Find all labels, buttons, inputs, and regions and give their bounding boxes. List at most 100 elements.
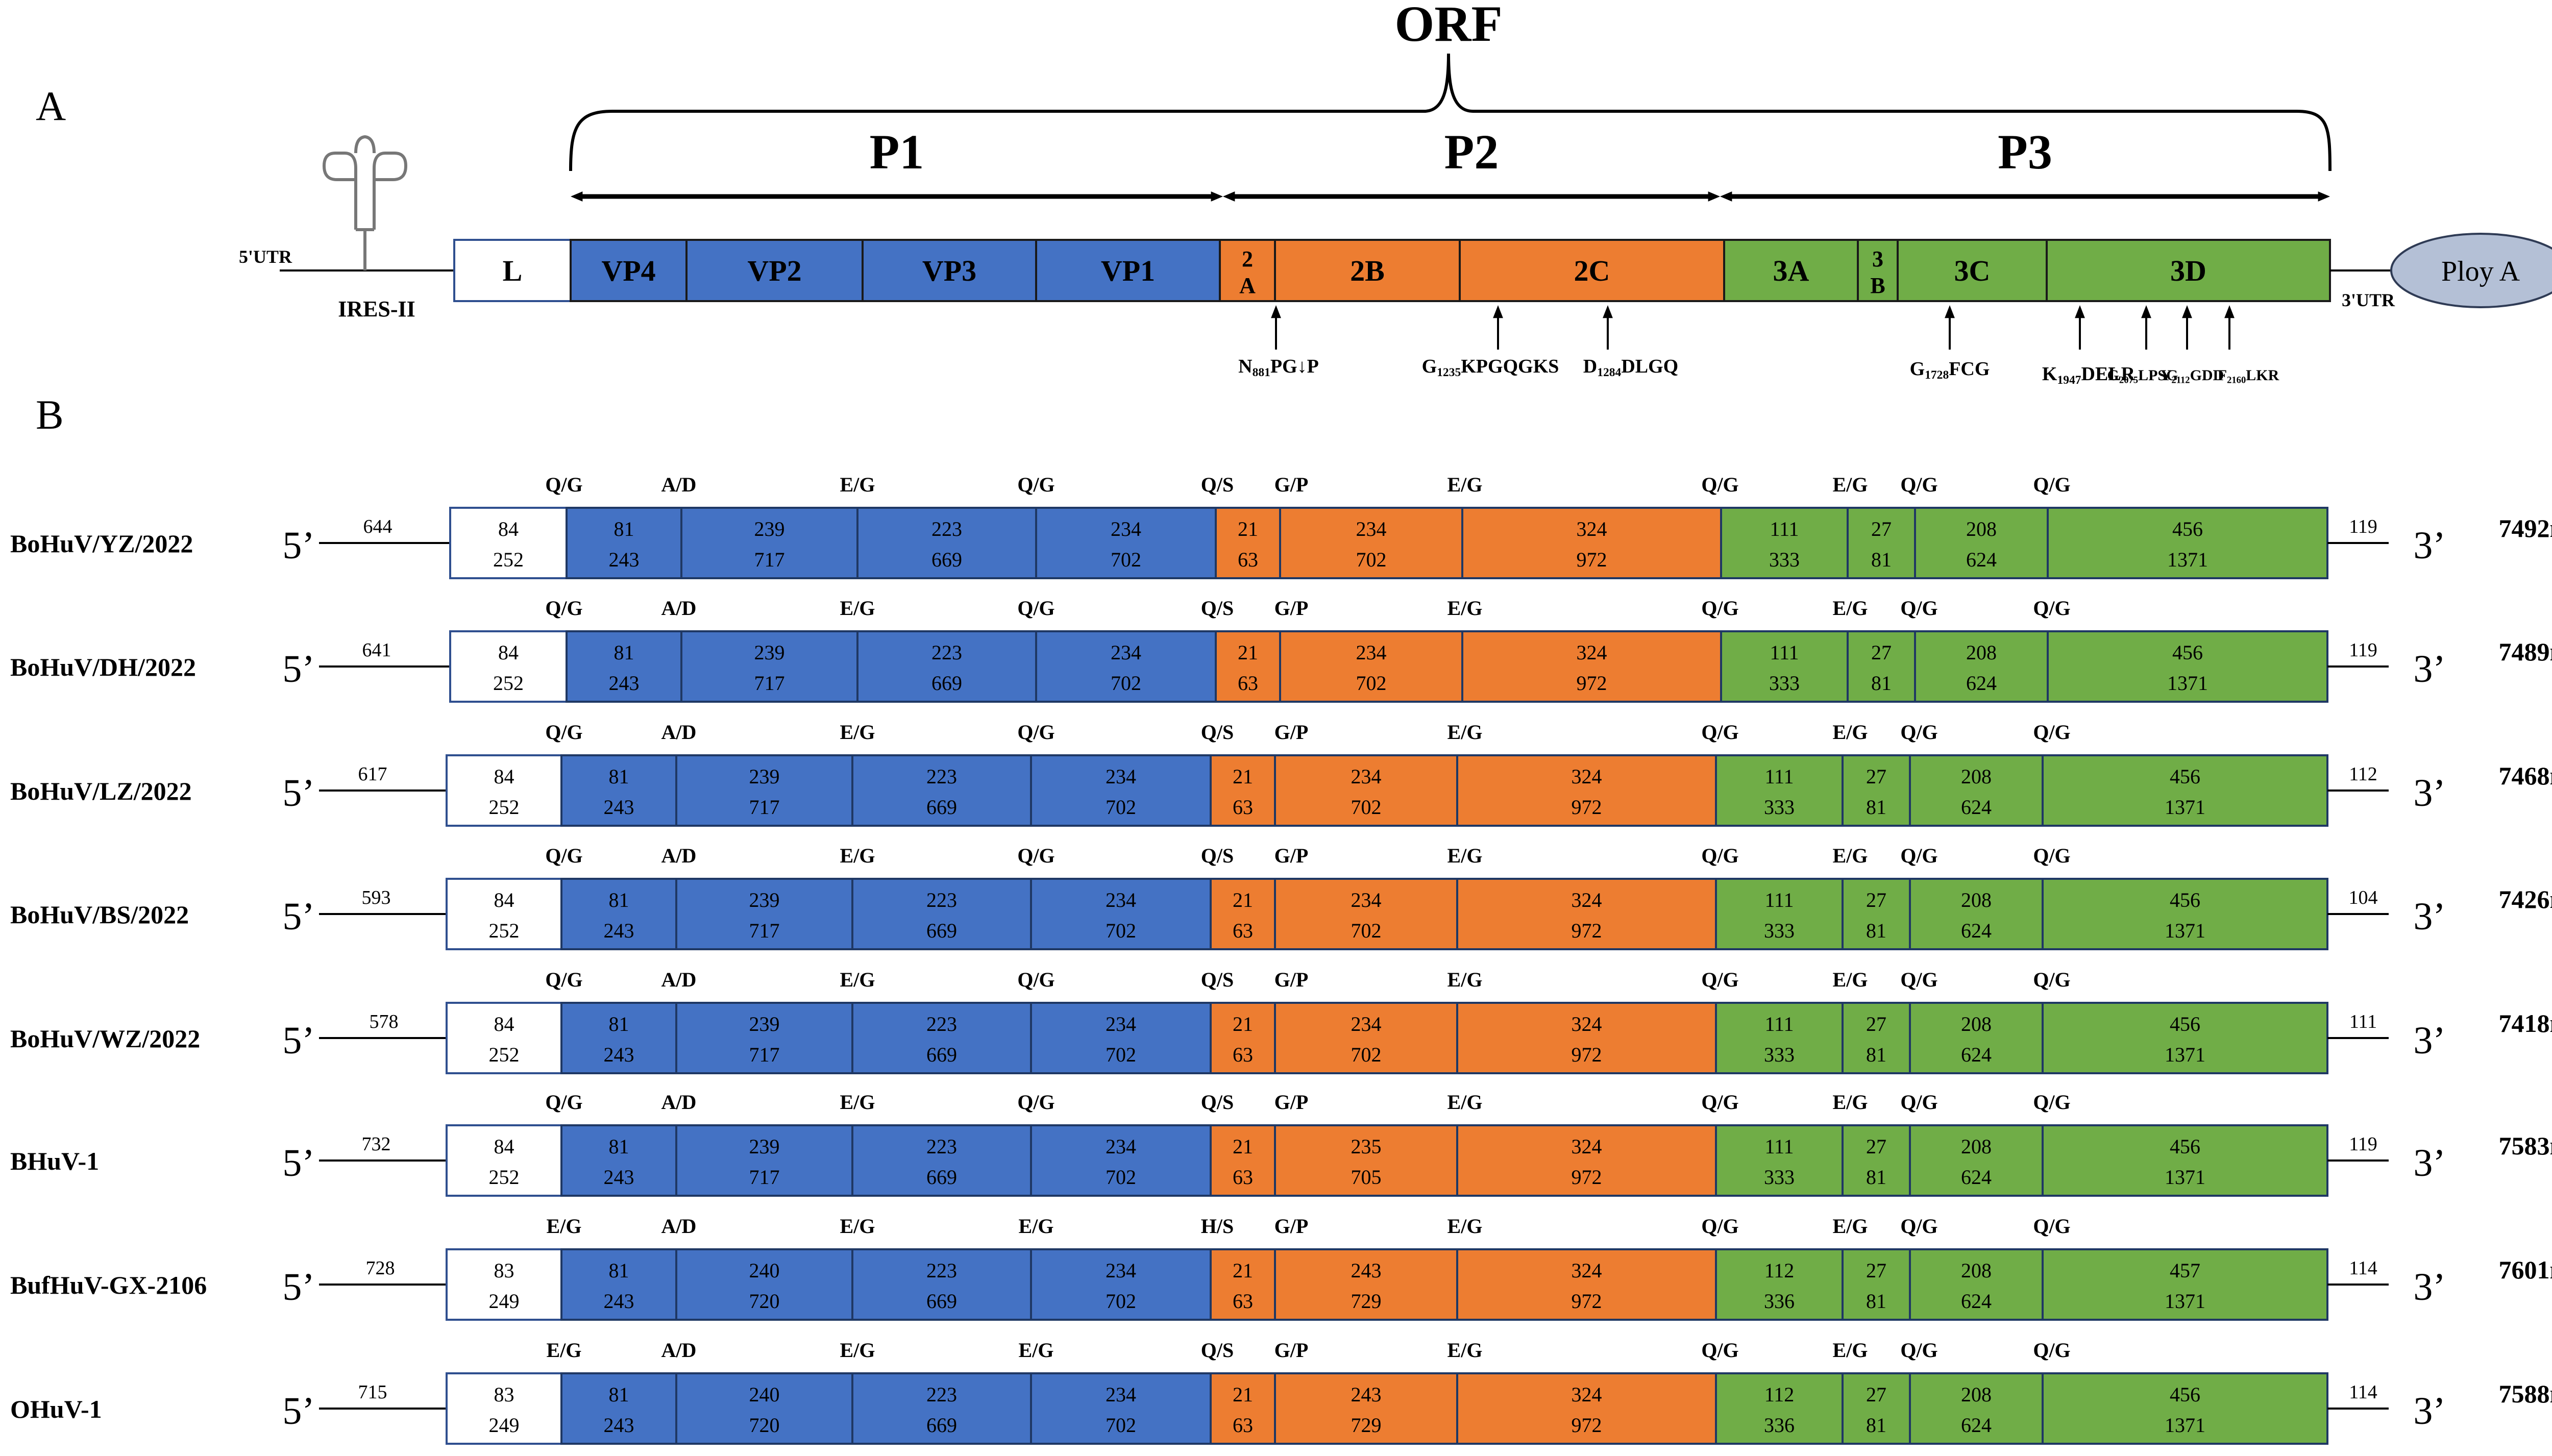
nt-length: 63 <box>1233 1043 1253 1066</box>
arrowhead-right-p1 <box>1211 191 1223 202</box>
three-prime-label: 3’ <box>2413 524 2445 567</box>
aa-length: 84 <box>498 517 519 540</box>
protein-box <box>1035 507 1217 579</box>
five-prime-label: 5’ <box>282 1266 314 1309</box>
protein-box <box>1842 754 1911 827</box>
cleavage-site: E/G <box>547 1215 582 1238</box>
protein-box <box>446 1372 562 1445</box>
aa-length: 208 <box>1961 765 1992 788</box>
nt-length: 1371 <box>2165 919 2205 942</box>
protein-box <box>449 507 568 579</box>
protein-box <box>2042 754 2328 827</box>
panel-b-label: B <box>36 391 64 438</box>
panel-a-label: A <box>36 83 66 129</box>
protein-box <box>675 878 853 950</box>
cleavage-site: Q/G <box>1900 844 1937 867</box>
motif-label-1: N881PG↓P <box>1238 356 1319 379</box>
aa-length: 81 <box>609 1383 629 1406</box>
cleavage-site: E/G <box>1447 597 1483 620</box>
cleavage-site: E/G <box>1447 721 1483 744</box>
protein-box <box>851 754 1032 827</box>
genome-name: BoHuV/BS/2022 <box>10 900 189 929</box>
arrowhead-right-p2 <box>1708 191 1720 202</box>
arrowhead-left-p2 <box>1223 191 1235 202</box>
protein-box <box>851 1124 1032 1197</box>
cleavage-site: Q/G <box>545 597 582 620</box>
protein-box <box>680 630 858 703</box>
cleavage-site: E/G <box>840 721 875 744</box>
cleavage-site: Q/G <box>1701 1339 1738 1362</box>
protein-box <box>1030 878 1212 950</box>
protein-box <box>1279 507 1463 579</box>
protein-box <box>1909 754 2044 827</box>
aa-length: 456 <box>2170 1383 2200 1406</box>
protein-box <box>2047 630 2328 703</box>
cleavage-site: Q/G <box>1900 968 1937 991</box>
utr3-length: 114 <box>2349 1381 2377 1403</box>
protein-box <box>1909 1002 2044 1074</box>
aa-length: 21 <box>1238 641 1258 664</box>
genome-name: BoHuV/DH/2022 <box>10 653 196 681</box>
region-label-3b-line2: B <box>1870 273 1885 298</box>
protein-box <box>2042 1002 2328 1074</box>
protein-box <box>1914 507 2049 579</box>
cleavage-site: E/G <box>1833 1215 1868 1238</box>
aa-length: 223 <box>926 1383 957 1406</box>
ires-structure-icon <box>322 135 408 270</box>
nt-length: 972 <box>1572 919 1602 942</box>
protein-box <box>1210 754 1276 827</box>
aa-length: 27 <box>1866 1135 1886 1158</box>
three-prime-label: 3’ <box>2413 648 2445 690</box>
cleavage-site: Q/S <box>1201 844 1234 867</box>
nt-length: 333 <box>1764 1043 1795 1066</box>
three-prime-label: 3’ <box>2413 895 2445 938</box>
utr3-length: 119 <box>2349 516 2377 537</box>
cleavage-site: G/P <box>1274 721 1309 744</box>
protein-box <box>1715 1372 1844 1445</box>
aa-length: 84 <box>494 889 514 911</box>
cleavage-site: E/G <box>840 1091 875 1114</box>
aa-length: 208 <box>1966 641 1997 664</box>
nt-length: 81 <box>1871 672 1892 695</box>
region-label-2a-line1: 2 <box>1242 246 1253 272</box>
nt-length: 252 <box>489 796 520 819</box>
protein-box <box>1030 754 1212 827</box>
nt-length: 624 <box>1966 672 1997 695</box>
nt-length: 1371 <box>2165 1414 2205 1437</box>
nt-length: 624 <box>1961 1414 1992 1437</box>
cleavage-site: Q/G <box>1017 473 1054 496</box>
aa-length: 21 <box>1233 1383 1253 1406</box>
motif-label-2: G1235KPGQGKS <box>1422 356 1559 379</box>
aa-length: 243 <box>1351 1383 1382 1406</box>
cleavage-site: Q/G <box>1017 1091 1054 1114</box>
aa-length: 208 <box>1961 1013 1992 1035</box>
cleavage-site: A/D <box>661 1215 697 1238</box>
nt-length: 243 <box>604 919 634 942</box>
nt-length: 717 <box>749 1043 780 1066</box>
nt-length: 1371 <box>2167 548 2208 571</box>
cleavage-site: E/G <box>840 473 875 496</box>
region-l <box>453 239 572 302</box>
aa-length: 456 <box>2172 517 2203 540</box>
protein-box <box>1274 754 1458 827</box>
region-label-3b-line1: 3 <box>1872 246 1883 272</box>
aa-length: 223 <box>931 517 962 540</box>
protein-box <box>2042 878 2328 950</box>
protein-box <box>2042 1372 2328 1445</box>
motif-label-6: G2075LPSG <box>2107 367 2178 385</box>
nt-length: 336 <box>1764 1414 1795 1437</box>
aa-length: 208 <box>1961 1135 1992 1158</box>
aa-length: 208 <box>1961 1383 1992 1406</box>
nt-length: 63 <box>1233 1290 1253 1313</box>
cleavage-site: Q/G <box>2033 721 2070 744</box>
nt-length: 624 <box>1961 796 1992 819</box>
cleavage-site: Q/S <box>1201 721 1234 744</box>
aa-length: 240 <box>749 1383 780 1406</box>
utr3-length: 104 <box>2349 887 2378 908</box>
aa-length: 81 <box>609 889 629 911</box>
cleavage-site: Q/G <box>545 968 582 991</box>
genome-total-length: 7601nt <box>2499 1255 2552 1284</box>
protein-box <box>1715 1124 1844 1197</box>
nt-length: 63 <box>1233 796 1253 819</box>
cleavage-site: Q/G <box>1701 844 1738 867</box>
